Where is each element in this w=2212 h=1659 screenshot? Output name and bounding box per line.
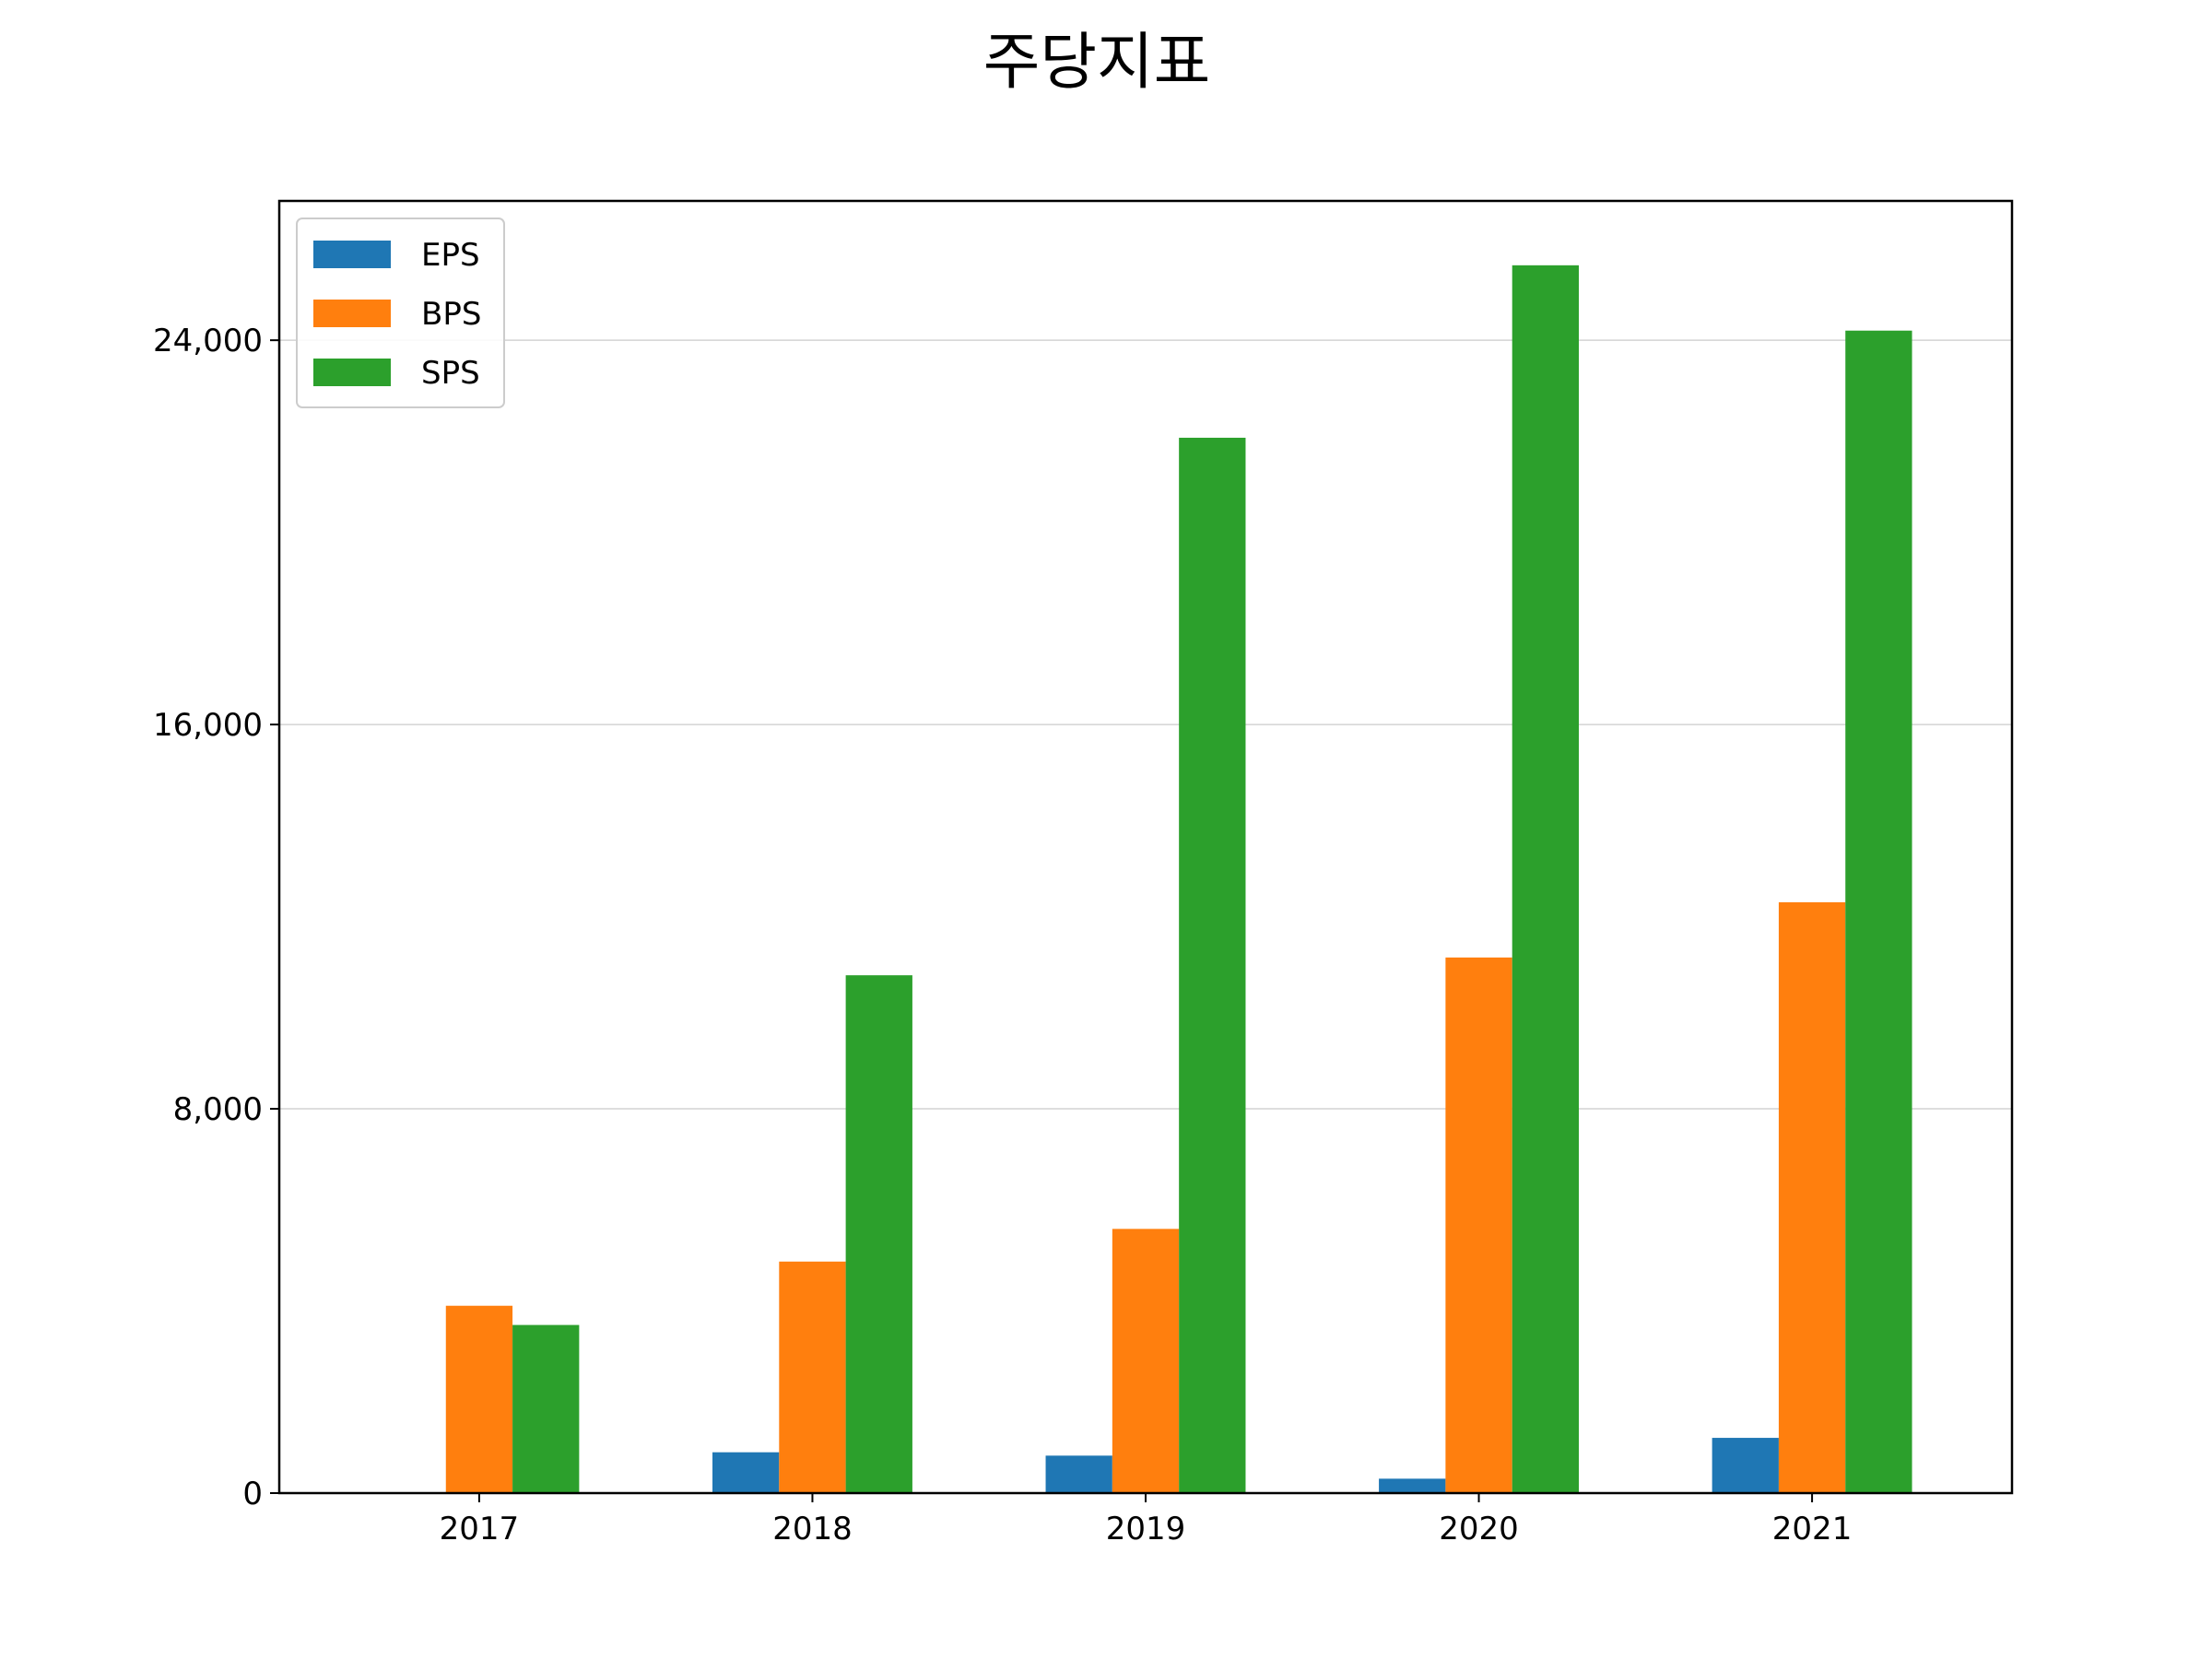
bars (445, 265, 1912, 1494)
legend: EPS BPS SPS (296, 218, 505, 408)
bar-bps-2019 (1112, 1229, 1180, 1493)
legend-swatch-eps (313, 241, 391, 268)
legend-label-bps: BPS (421, 296, 481, 333)
bar-eps-2018 (712, 1452, 780, 1493)
bar-bps-2018 (779, 1261, 846, 1493)
bar-bps-2017 (445, 1305, 513, 1493)
legend-label-sps: SPS (421, 355, 480, 392)
bar-eps-2021 (1712, 1438, 1779, 1493)
gridlines (279, 339, 2012, 1110)
bar-eps-2020 (1379, 1478, 1446, 1493)
bar-bps-2021 (1778, 901, 1846, 1493)
bar-eps-2019 (1045, 1455, 1112, 1493)
x-tick-label: 2020 (1439, 1511, 1519, 1547)
x-tick-label: 2018 (772, 1511, 853, 1547)
axis-ticks: 0 8,000 16,000 24,000 2017 2018 2019 2020 2021 (153, 323, 1852, 1547)
y-tick-label: 0 (242, 1476, 263, 1512)
x-tick-label: 2017 (440, 1511, 520, 1547)
y-tick-label: 8,000 (173, 1091, 263, 1128)
y-tick-label: 16,000 (153, 707, 263, 744)
legend-swatch-sps (313, 359, 391, 386)
y-tick-label: 24,000 (153, 323, 263, 359)
bar-sps-2020 (1512, 265, 1579, 1494)
legend-swatch-bps (313, 300, 391, 327)
legend-label-eps: EPS (421, 237, 480, 274)
chart-title: 주당지표 (983, 26, 1211, 98)
bar-bps-2020 (1445, 957, 1512, 1493)
x-tick-label: 2021 (1772, 1511, 1853, 1547)
x-tick-label: 2019 (1106, 1511, 1186, 1547)
bar-sps-2019 (1179, 437, 1246, 1493)
bar-sps-2018 (845, 975, 912, 1493)
bar-sps-2017 (512, 1324, 580, 1493)
bar-sps-2021 (1845, 330, 1912, 1493)
